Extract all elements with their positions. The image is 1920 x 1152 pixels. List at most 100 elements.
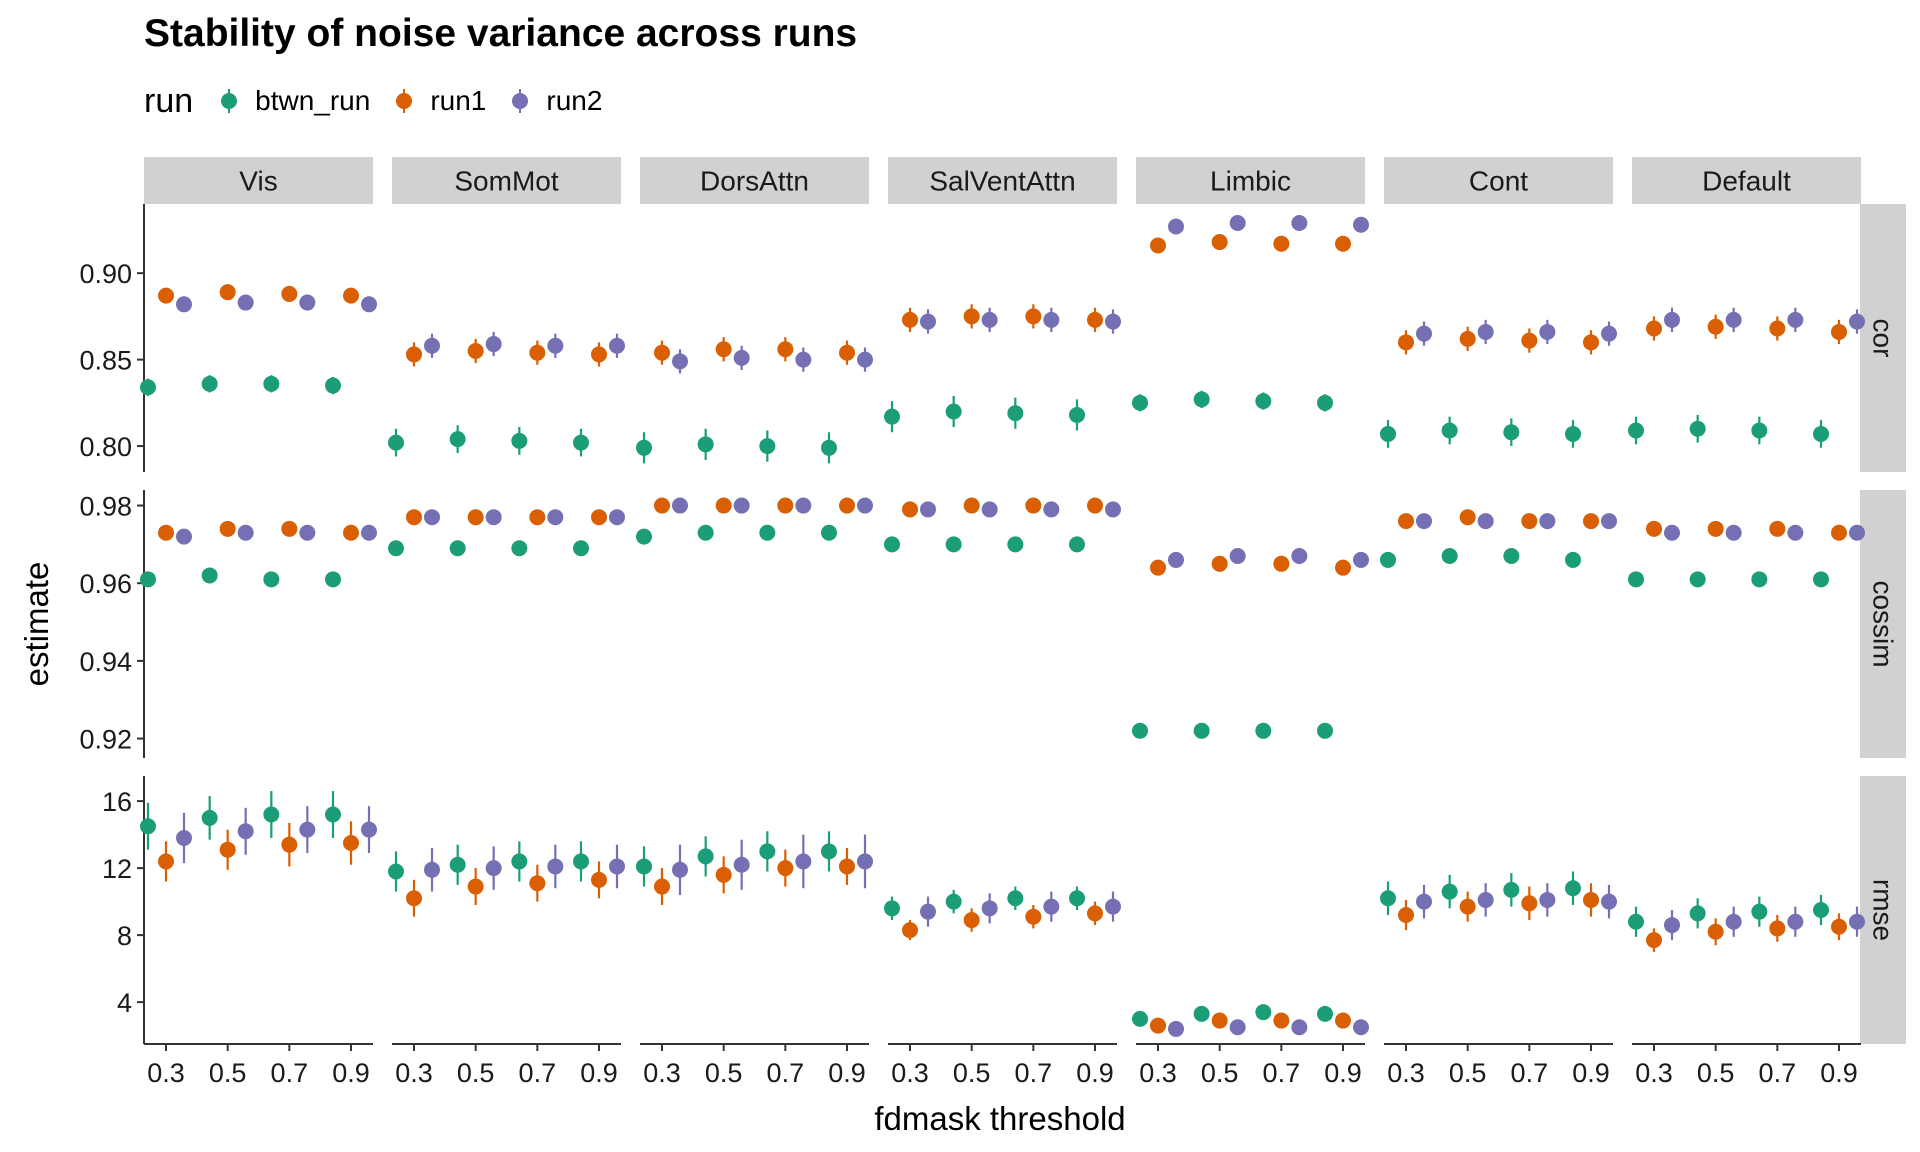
point-cossim-cont-run1-1 <box>1459 509 1476 526</box>
strip-label-default: Default <box>1702 166 1791 197</box>
point-cossim-limbic-run2-0 <box>1168 551 1184 568</box>
point-cor-cont-run2-1 <box>1477 323 1494 340</box>
point-cossim-cont-btwn-run-3 <box>1565 551 1581 568</box>
point-rmse-salventattn-run1-0 <box>902 922 918 939</box>
point-cossim-cont-run2-0 <box>1416 513 1432 530</box>
strip-label-cor: cor <box>1868 319 1899 358</box>
x-tick-label-cont-0: 0.3 <box>1387 1058 1425 1088</box>
point-cor-vis-run1-0 <box>158 287 174 304</box>
point-rmse-default-run1-2 <box>1769 920 1786 937</box>
point-rmse-dorsattn-run1-1 <box>715 866 732 883</box>
point-cossim-default-run1-1 <box>1707 520 1724 537</box>
point-cossim-cont-run1-2 <box>1521 513 1538 530</box>
point-cossim-cont-btwn-run-2 <box>1503 548 1520 565</box>
point-cor-dorsattn-btwn-run-2 <box>759 438 776 455</box>
point-rmse-default-run1-1 <box>1707 923 1724 940</box>
y-tick-label-rmse-2: 12 <box>102 854 132 884</box>
point-rmse-cont-run1-2 <box>1521 895 1538 912</box>
point-rmse-salventattn-run2-1 <box>981 900 998 917</box>
y-tick-label-rmse-1: 8 <box>117 921 132 951</box>
point-cor-cont-run2-2 <box>1539 323 1556 340</box>
point-cor-limbic-run1-0 <box>1150 237 1166 254</box>
point-cossim-sommot-run1-2 <box>529 509 546 526</box>
point-rmse-default-btwn-run-2 <box>1751 903 1768 920</box>
point-cor-limbic-run2-0 <box>1168 218 1184 235</box>
point-rmse-default-run2-1 <box>1725 913 1742 930</box>
point-rmse-cont-btwn-run-2 <box>1503 881 1520 898</box>
point-cor-dorsattn-btwn-run-0 <box>636 439 652 456</box>
point-rmse-vis-btwn-run-3 <box>325 806 341 823</box>
point-cossim-vis-run1-1 <box>219 520 236 537</box>
point-cor-limbic-run2-1 <box>1229 215 1246 232</box>
x-tick-label-sommot-0: 0.3 <box>395 1058 433 1088</box>
point-rmse-vis-run1-3 <box>343 835 359 851</box>
point-cossim-salventattn-run2-1 <box>981 501 998 518</box>
point-cor-limbic-btwn-run-2 <box>1255 393 1272 410</box>
point-rmse-vis-run1-1 <box>219 841 236 858</box>
point-cor-sommot-run2-0 <box>424 337 440 354</box>
point-cossim-default-run2-1 <box>1725 524 1742 541</box>
point-rmse-default-btwn-run-0 <box>1628 913 1644 930</box>
point-rmse-salventattn-run2-2 <box>1043 898 1060 915</box>
point-cor-default-btwn-run-2 <box>1751 422 1768 439</box>
point-cossim-vis-btwn-run-3 <box>325 571 341 588</box>
point-rmse-cont-btwn-run-1 <box>1441 883 1458 900</box>
point-cossim-salventattn-run2-0 <box>920 501 936 518</box>
strip-limbic <box>1136 157 1365 204</box>
point-cor-dorsattn-run2-1 <box>733 349 750 366</box>
point-cossim-salventattn-btwn-run-2 <box>1007 536 1024 553</box>
point-cossim-vis-run2-2 <box>299 524 316 541</box>
point-cossim-sommot-btwn-run-3 <box>573 540 589 557</box>
x-tick-label-vis-2: 0.7 <box>271 1058 309 1088</box>
point-cor-default-run1-0 <box>1646 320 1662 337</box>
point-cor-limbic-btwn-run-0 <box>1132 394 1148 411</box>
point-rmse-sommot-btwn-run-0 <box>388 863 404 880</box>
point-cossim-dorsattn-run2-2 <box>795 497 812 514</box>
point-cor-cont-run1-0 <box>1398 334 1414 351</box>
point-rmse-cont-btwn-run-3 <box>1565 880 1581 897</box>
point-cossim-default-run2-0 <box>1664 524 1680 541</box>
point-cossim-vis-run1-2 <box>281 520 298 537</box>
point-cossim-default-run1-2 <box>1769 520 1786 537</box>
point-cor-salventattn-run1-2 <box>1025 308 1042 325</box>
y-tick-label-cossim-1: 0.94 <box>79 647 132 677</box>
point-cossim-dorsattn-run2-3 <box>857 497 873 514</box>
point-cossim-cont-run2-3 <box>1601 513 1617 530</box>
point-cor-dorsattn-run2-2 <box>795 351 812 368</box>
x-tick-label-vis-1: 0.5 <box>209 1058 247 1088</box>
point-cor-default-btwn-run-3 <box>1813 425 1829 442</box>
point-rmse-dorsattn-btwn-run-0 <box>636 858 652 875</box>
point-cossim-salventattn-run1-1 <box>963 497 980 514</box>
point-rmse-limbic-run2-0 <box>1168 1020 1184 1037</box>
x-tick-label-dorsattn-1: 0.5 <box>705 1058 743 1088</box>
point-rmse-limbic-btwn-run-1 <box>1193 1005 1210 1022</box>
point-cossim-default-run2-3 <box>1849 524 1865 541</box>
point-rmse-salventattn-btwn-run-2 <box>1007 890 1024 907</box>
point-cor-salventattn-run1-0 <box>902 311 918 328</box>
x-tick-label-salventattn-0: 0.3 <box>891 1058 929 1088</box>
point-cossim-dorsattn-run1-1 <box>715 497 732 514</box>
point-cor-default-run2-3 <box>1849 313 1865 330</box>
strip-rmse <box>1860 776 1906 1044</box>
point-cor-dorsattn-btwn-run-3 <box>821 439 837 456</box>
legend-item-run2: run2 <box>502 83 602 119</box>
y-tick-label-cor-2: 0.90 <box>79 259 132 289</box>
point-cossim-limbic-btwn-run-0 <box>1132 722 1148 739</box>
point-rmse-vis-run2-3 <box>361 821 377 838</box>
point-cossim-vis-run1-0 <box>158 524 174 541</box>
strip-label-sommot: SomMot <box>454 166 558 197</box>
point-cor-salventattn-run2-2 <box>1043 311 1060 328</box>
point-cossim-salventattn-run2-3 <box>1105 501 1121 518</box>
point-rmse-sommot-run1-2 <box>529 875 546 892</box>
point-rmse-vis-run1-0 <box>158 853 174 870</box>
point-cor-salventattn-btwn-run-2 <box>1007 405 1024 422</box>
point-cossim-cont-run1-0 <box>1398 513 1414 530</box>
point-rmse-dorsattn-btwn-run-1 <box>697 848 714 865</box>
point-cossim-default-btwn-run-1 <box>1689 571 1706 588</box>
y-tick-label-cossim-3: 0.98 <box>79 492 132 522</box>
point-cor-cont-run1-2 <box>1521 332 1538 349</box>
point-cossim-salventattn-run1-2 <box>1025 497 1042 514</box>
x-tick-label-sommot-2: 0.7 <box>519 1058 557 1088</box>
x-tick-label-default-3: 0.9 <box>1820 1058 1858 1088</box>
point-rmse-cont-run1-1 <box>1459 898 1476 915</box>
